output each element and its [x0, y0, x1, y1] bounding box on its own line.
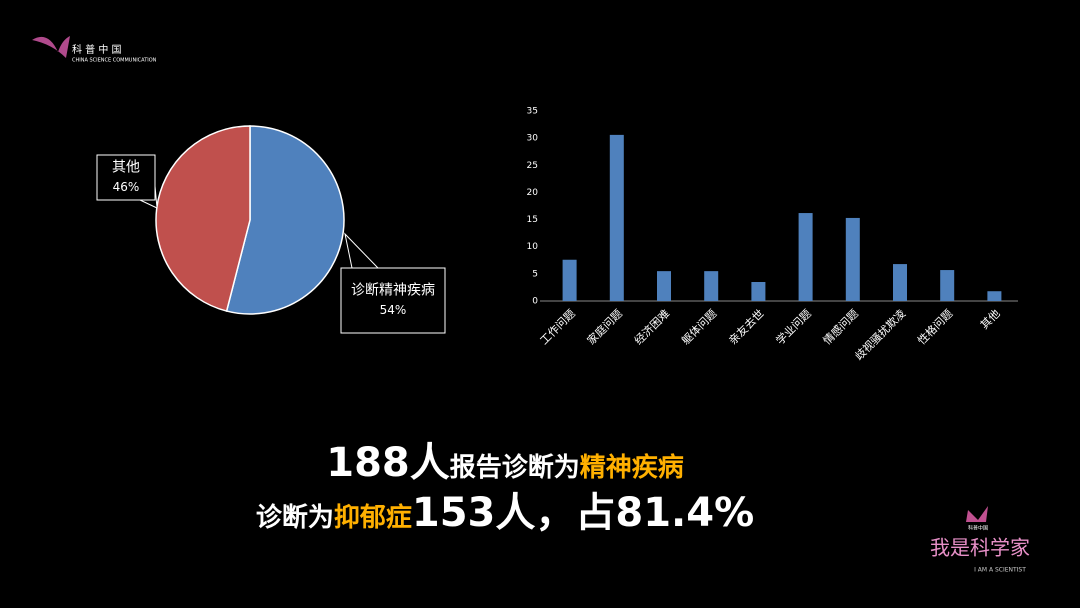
caption-line: 诊断为抑郁症153人，占81.4% [0, 480, 1010, 538]
y-tick-label: 10 [527, 242, 539, 252]
label-box [340, 267, 446, 334]
y-tick-label: 15 [527, 215, 538, 225]
y-tick-label: 25 [527, 161, 538, 171]
badge-subtitle: I AM A SCIENTIST [974, 567, 1026, 574]
bar [562, 259, 577, 301]
bar [845, 217, 860, 301]
x-tick-label: 歧视骚扰欺凌 [852, 306, 909, 363]
bar [798, 213, 813, 301]
y-tick-label: 0 [532, 297, 538, 307]
y-tick-label: 5 [532, 269, 538, 279]
label-box [96, 154, 156, 201]
caption-highlight: 精神疾病 [579, 453, 684, 483]
slice-value-label: 46% [113, 180, 140, 194]
x-tick-label: 家庭问题 [584, 306, 625, 347]
badge-title: 我是科学家 [930, 537, 1030, 560]
caption-number: 153人 [411, 490, 536, 536]
pie-slice [225, 125, 345, 315]
x-tick-label: 经济困难 [631, 306, 672, 347]
bar [893, 264, 907, 301]
caption-number: ，占81.4% [535, 490, 755, 536]
bar [940, 270, 955, 301]
slice-label: 其他 [112, 160, 140, 176]
callout [344, 232, 379, 269]
caption-number: 188 [326, 440, 410, 486]
callout [139, 185, 158, 209]
logo-icon [32, 36, 70, 58]
caption-text: 人 [409, 440, 450, 486]
logo-name: 科 普 中 国 [72, 43, 122, 56]
x-tick-label: 性格问题 [914, 306, 955, 347]
caption-highlight: 抑郁症 [333, 503, 412, 533]
bar [657, 271, 671, 301]
y-tick-label: 20 [527, 188, 539, 198]
slice-value-label: 54% [380, 303, 407, 317]
caption-text: 诊断为 [255, 503, 334, 533]
y-tick-label: 35 [527, 107, 538, 117]
badge-logo: 科普中国 [968, 525, 988, 532]
caption-line: 188人报告诊断为精神疾病 [0, 430, 1010, 488]
slice-label: 诊断精神疾病 [351, 283, 435, 299]
x-tick-label: 学业问题 [773, 306, 814, 347]
logo-subtitle: CHINA SCIENCE COMMUNICATION [72, 58, 157, 64]
bar [609, 134, 624, 301]
x-tick-label: 躯体问题 [678, 306, 719, 347]
x-tick-label: 亲友去世 [726, 306, 767, 347]
badge-icon [966, 506, 988, 522]
x-tick-label: 情感问题 [821, 307, 861, 347]
x-tick-label: 工作问题 [538, 307, 578, 347]
bar [704, 271, 719, 301]
bar [987, 291, 1002, 301]
x-tick-label: 其他 [978, 307, 1003, 332]
caption-text: 报告诊断为 [449, 453, 580, 483]
y-tick-label: 30 [527, 134, 539, 144]
bar [751, 282, 766, 301]
